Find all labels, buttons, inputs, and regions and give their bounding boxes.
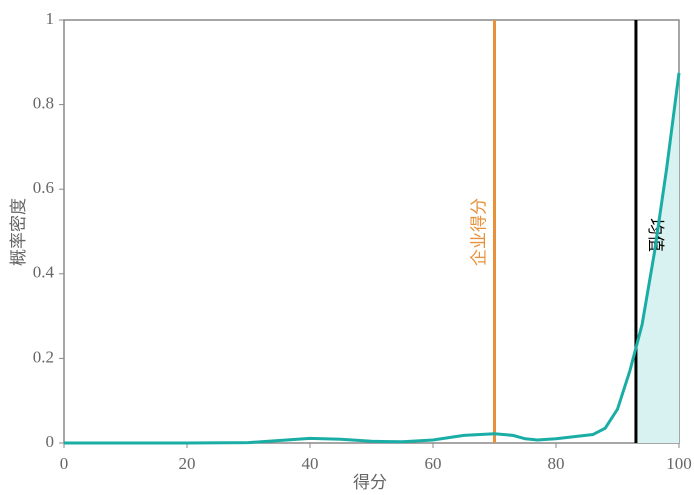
x-tick-label: 60	[425, 454, 442, 473]
y-tick-label: 0	[46, 432, 55, 451]
x-tick-label: 80	[548, 454, 565, 473]
y-tick-label: 0.6	[33, 178, 54, 197]
x-tick-label: 20	[179, 454, 196, 473]
y-tick-label: 0.8	[33, 94, 54, 113]
reference-label: 企业得分	[469, 198, 488, 266]
x-tick-label: 40	[302, 454, 319, 473]
x-tick-label: 100	[666, 454, 692, 473]
shaded-area	[635, 72, 679, 443]
y-tick-label: 0.2	[33, 347, 54, 366]
y-tick-label: 1	[46, 9, 55, 28]
density-line	[64, 72, 681, 445]
y-axis-label: 概率密度	[9, 198, 28, 266]
x-tick-label: 0	[60, 454, 69, 473]
y-tick-label: 0.4	[33, 263, 55, 282]
x-axis-label: 得分	[353, 473, 387, 492]
plot-frame	[63, 19, 680, 444]
